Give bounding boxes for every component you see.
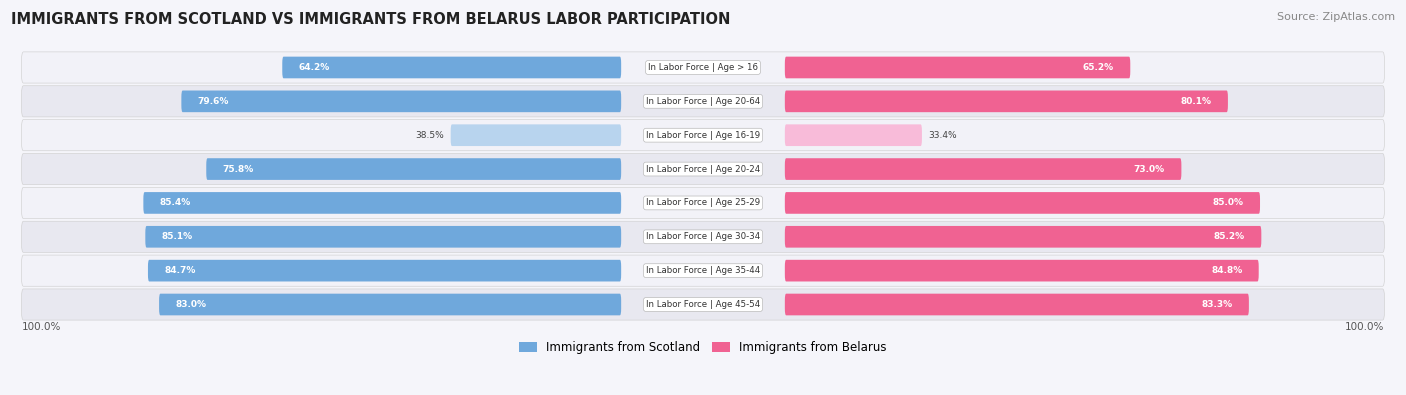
Text: 83.0%: 83.0% [176,300,207,309]
Text: 79.6%: 79.6% [198,97,229,106]
Text: 85.2%: 85.2% [1213,232,1244,241]
FancyBboxPatch shape [143,192,621,214]
FancyBboxPatch shape [785,90,1227,112]
FancyBboxPatch shape [207,158,621,180]
Legend: Immigrants from Scotland, Immigrants from Belarus: Immigrants from Scotland, Immigrants fro… [515,337,891,359]
Text: In Labor Force | Age 30-34: In Labor Force | Age 30-34 [645,232,761,241]
FancyBboxPatch shape [159,293,621,315]
FancyBboxPatch shape [785,158,1181,180]
FancyBboxPatch shape [283,56,621,78]
Text: 84.8%: 84.8% [1211,266,1243,275]
Text: 64.2%: 64.2% [298,63,330,72]
Text: 33.4%: 33.4% [928,131,957,140]
Text: 100.0%: 100.0% [1346,322,1385,332]
Text: 65.2%: 65.2% [1083,63,1114,72]
Text: In Labor Force | Age 20-24: In Labor Force | Age 20-24 [645,165,761,173]
FancyBboxPatch shape [451,124,621,146]
Text: 38.5%: 38.5% [415,131,444,140]
FancyBboxPatch shape [785,124,922,146]
FancyBboxPatch shape [145,226,621,248]
Text: 85.1%: 85.1% [162,232,193,241]
FancyBboxPatch shape [785,56,1130,78]
FancyBboxPatch shape [21,221,1385,252]
FancyBboxPatch shape [21,154,1385,184]
FancyBboxPatch shape [148,260,621,282]
FancyBboxPatch shape [21,255,1385,286]
FancyBboxPatch shape [21,52,1385,83]
FancyBboxPatch shape [785,260,1258,282]
FancyBboxPatch shape [785,226,1261,248]
Text: In Labor Force | Age > 16: In Labor Force | Age > 16 [648,63,758,72]
Text: 100.0%: 100.0% [21,322,60,332]
FancyBboxPatch shape [21,86,1385,117]
FancyBboxPatch shape [181,90,621,112]
Text: In Labor Force | Age 45-54: In Labor Force | Age 45-54 [645,300,761,309]
Text: 83.3%: 83.3% [1201,300,1233,309]
FancyBboxPatch shape [21,120,1385,151]
Text: In Labor Force | Age 16-19: In Labor Force | Age 16-19 [645,131,761,140]
FancyBboxPatch shape [785,293,1249,315]
Text: 80.1%: 80.1% [1181,97,1212,106]
FancyBboxPatch shape [21,187,1385,218]
FancyBboxPatch shape [21,289,1385,320]
Text: Source: ZipAtlas.com: Source: ZipAtlas.com [1277,12,1395,22]
Text: 85.4%: 85.4% [160,198,191,207]
Text: 73.0%: 73.0% [1133,165,1166,173]
Text: 85.0%: 85.0% [1212,198,1243,207]
Text: In Labor Force | Age 25-29: In Labor Force | Age 25-29 [645,198,761,207]
Text: IMMIGRANTS FROM SCOTLAND VS IMMIGRANTS FROM BELARUS LABOR PARTICIPATION: IMMIGRANTS FROM SCOTLAND VS IMMIGRANTS F… [11,12,731,27]
Text: 75.8%: 75.8% [222,165,254,173]
Text: 84.7%: 84.7% [165,266,195,275]
Text: In Labor Force | Age 20-64: In Labor Force | Age 20-64 [645,97,761,106]
FancyBboxPatch shape [785,192,1260,214]
Text: In Labor Force | Age 35-44: In Labor Force | Age 35-44 [645,266,761,275]
